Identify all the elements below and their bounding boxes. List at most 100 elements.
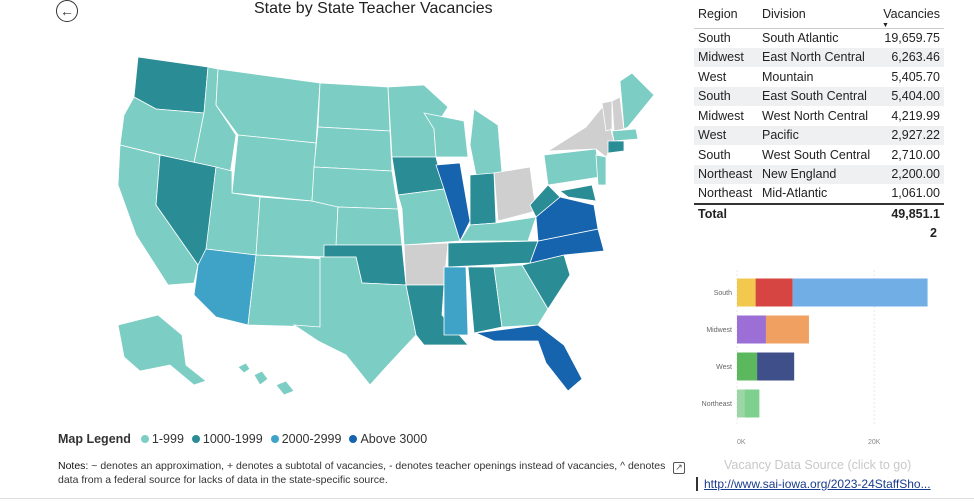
table-row[interactable]: South South Atlantic 19,659.75: [694, 28, 944, 48]
bar-segment[interactable]: [744, 389, 760, 418]
bar-segment[interactable]: [737, 389, 745, 418]
map-legend: Map Legend 1-999 1000-1999 2000-2999 Abo…: [58, 432, 427, 446]
total-value-wrap: 2: [930, 226, 937, 240]
state-hawaii[interactable]: [237, 362, 295, 396]
source-link[interactable]: http://www.sai-iowa.org/2023-24StaffSho.…: [696, 477, 931, 491]
region-bar-chart-svg[interactable]: 0K 20K South Midwest West Northeast: [696, 262, 944, 452]
cell-vacancies: 2,200.00: [878, 164, 944, 184]
column-header-vacancies[interactable]: ▼ Vacancies: [878, 0, 944, 29]
cell-vacancies: 5,404.00: [878, 86, 944, 106]
state-alaska[interactable]: [117, 314, 207, 386]
state-kentucky[interactable]: [459, 216, 537, 242]
table-row[interactable]: Northeast Mid-Atlantic 1,061.00: [694, 184, 944, 204]
state-maine[interactable]: [619, 72, 655, 130]
sort-desc-icon: ▼: [882, 22, 889, 29]
state-tennessee[interactable]: [447, 240, 539, 268]
bar-segment[interactable]: [737, 352, 758, 381]
bar-segment[interactable]: [737, 278, 756, 307]
state-wyoming[interactable]: [231, 134, 317, 202]
cell-division: East South Central: [758, 86, 878, 106]
us-map-svg[interactable]: [98, 45, 678, 396]
state-massachusetts[interactable]: [611, 128, 639, 142]
legend-dot: [349, 435, 358, 443]
state-michigan[interactable]: [469, 108, 503, 176]
bar-segment[interactable]: [737, 315, 766, 344]
bar-segment[interactable]: [755, 278, 793, 307]
cell-region: Northeast: [694, 164, 758, 184]
state-new-jersey[interactable]: [595, 154, 607, 186]
cell-division: West South Central: [762, 147, 871, 162]
table-row[interactable]: Northeast New England 2,200.00: [694, 164, 944, 184]
x-tick-label: 0K: [737, 439, 746, 446]
cell-region: West: [698, 69, 727, 84]
cell-vacancies: 19,659.75: [884, 31, 940, 45]
state-mississippi[interactable]: [443, 266, 469, 336]
state-illinois[interactable]: [435, 162, 471, 243]
table-row[interactable]: West Mountain 5,405.70: [694, 67, 944, 87]
legend-label: Above 3000: [360, 432, 428, 446]
cell-vacancies: 2,710.00: [891, 147, 940, 162]
source-caption[interactable]: Vacancy Data Source (click to go): [724, 458, 912, 472]
state-arkansas[interactable]: [403, 242, 449, 286]
legend-label: 2000-2999: [281, 432, 342, 446]
cell-region: South: [698, 147, 731, 162]
region-bar-chart[interactable]: 0K 20K South Midwest West Northeast: [696, 262, 944, 452]
state-georgia[interactable]: [493, 264, 549, 328]
bar-segment[interactable]: [765, 315, 809, 344]
column-header-region[interactable]: Region: [694, 0, 758, 29]
us-map[interactable]: [98, 45, 678, 396]
table-row[interactable]: Midwest West North Central 4,219.99: [694, 106, 944, 126]
state-indiana[interactable]: [469, 172, 497, 226]
cell-division: East North Central: [758, 47, 878, 67]
column-header-division[interactable]: Division: [758, 0, 878, 29]
legend-dot: [191, 435, 200, 443]
table-row[interactable]: South East South Central 5,404.00: [694, 86, 944, 106]
state-west-virginia[interactable]: [529, 184, 561, 218]
expand-icon[interactable]: ↗: [673, 462, 685, 474]
state-missouri[interactable]: [397, 188, 461, 246]
state-kansas[interactable]: [335, 206, 403, 246]
notes-text: ~ denotes an approximation, + denotes a …: [58, 460, 666, 486]
legend-title: Map Legend: [58, 432, 131, 446]
state-ohio[interactable]: [493, 166, 537, 222]
total-value: 49,851.1: [878, 202, 944, 223]
cell-region: South: [698, 31, 731, 45]
bar-segment[interactable]: [757, 352, 795, 381]
state-new-mexico[interactable]: [247, 254, 325, 328]
arrow-left-icon: ←: [60, 3, 74, 19]
cell-division: Pacific: [758, 125, 878, 145]
table-total-row: Total 49,851.1: [694, 202, 944, 223]
state-south-dakota[interactable]: [313, 126, 393, 172]
bar-segment[interactable]: [792, 278, 928, 307]
category-label: Northeast: [702, 401, 732, 408]
state-connecticut[interactable]: [607, 140, 625, 154]
state-maryland[interactable]: [559, 184, 597, 202]
legend-item: Above 3000: [349, 432, 427, 446]
table-row[interactable]: South West South Central 2,710.00: [694, 145, 944, 165]
notes-label: Notes:: [58, 460, 89, 472]
state-pennsylvania[interactable]: [543, 148, 601, 186]
cell-vacancies: 5,405.70: [891, 69, 940, 84]
category-label: West: [716, 364, 732, 371]
notes: Notes: ~ denotes an approximation, + den…: [58, 459, 670, 487]
column-header-vacancies-label: Vacancies: [883, 6, 940, 21]
state-florida[interactable]: [474, 324, 583, 392]
state-vermont[interactable]: [601, 100, 613, 132]
table-row[interactable]: Midwest East North Central 6,263.46: [694, 47, 944, 67]
back-button[interactable]: ←: [56, 0, 78, 22]
state-iowa[interactable]: [391, 156, 445, 196]
state-arizona[interactable]: [193, 248, 257, 326]
state-wisconsin[interactable]: [423, 112, 469, 158]
cell-region: Midwest: [694, 47, 758, 67]
total-label: Total: [694, 202, 758, 223]
legend-label: 1000-1999: [202, 432, 263, 446]
cell-vacancies: 4,219.99: [891, 108, 940, 123]
state-texas[interactable]: [292, 256, 417, 386]
category-label: Midwest: [706, 327, 732, 334]
table-row[interactable]: West Pacific 2,927.22: [694, 125, 944, 145]
page-title: State by State Teacher Vacancies: [254, 0, 493, 17]
state-nebraska[interactable]: [311, 166, 399, 210]
cell-division: South Atlantic: [762, 31, 839, 45]
state-north-dakota[interactable]: [317, 82, 391, 132]
legend-dot: [140, 435, 149, 443]
